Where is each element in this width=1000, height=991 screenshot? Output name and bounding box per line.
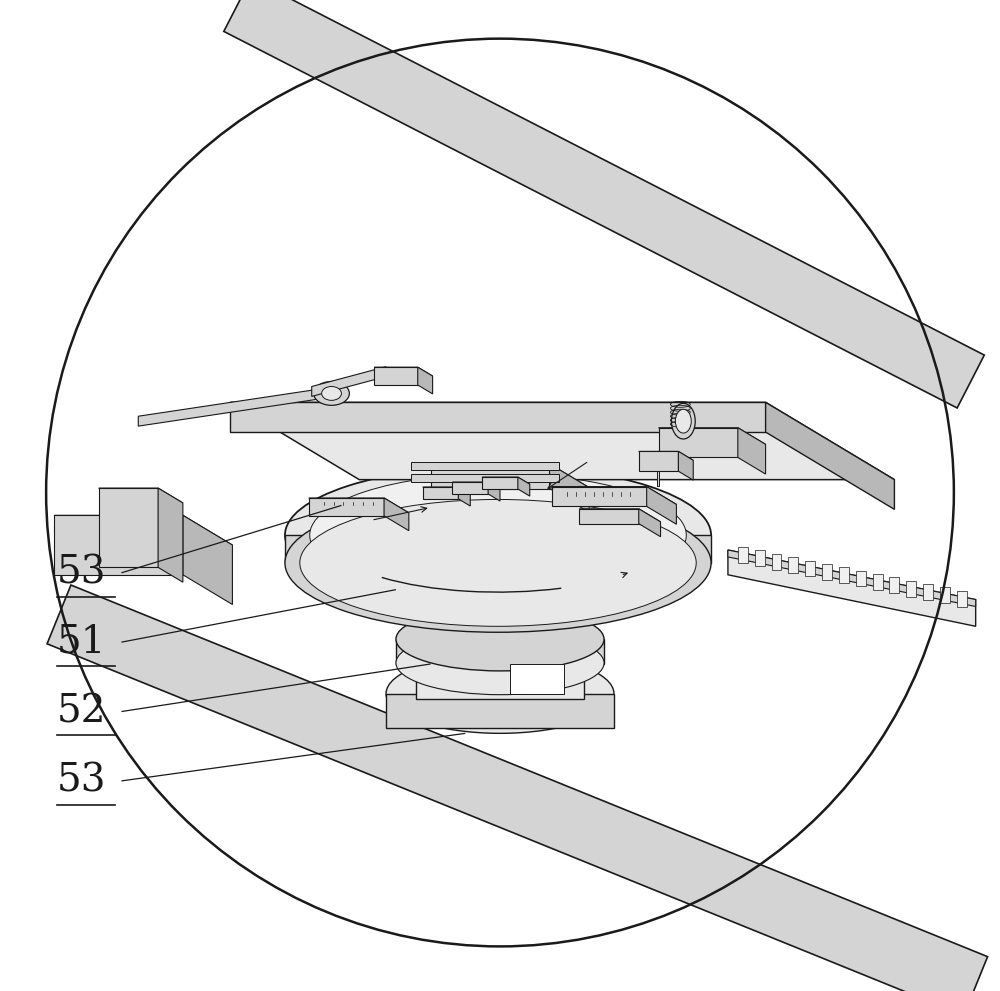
Polygon shape xyxy=(738,428,766,474)
Polygon shape xyxy=(766,402,894,509)
Bar xyxy=(510,664,564,694)
Bar xyxy=(856,571,866,587)
Bar xyxy=(788,557,798,573)
Polygon shape xyxy=(552,487,647,506)
Bar xyxy=(805,561,815,577)
Polygon shape xyxy=(659,428,738,458)
Ellipse shape xyxy=(396,607,604,671)
Polygon shape xyxy=(552,487,676,504)
Ellipse shape xyxy=(671,403,695,439)
Ellipse shape xyxy=(310,474,686,597)
Polygon shape xyxy=(386,694,614,728)
Bar xyxy=(755,550,765,566)
Polygon shape xyxy=(418,368,433,393)
Polygon shape xyxy=(452,482,500,490)
Bar xyxy=(957,591,967,606)
Polygon shape xyxy=(99,489,183,503)
Text: 52: 52 xyxy=(57,693,107,730)
Polygon shape xyxy=(54,515,232,545)
Polygon shape xyxy=(230,402,894,480)
Text: 53: 53 xyxy=(57,762,107,800)
Polygon shape xyxy=(230,402,766,432)
Polygon shape xyxy=(411,462,559,470)
Polygon shape xyxy=(396,639,604,664)
Polygon shape xyxy=(224,0,984,408)
Bar xyxy=(822,564,832,580)
Polygon shape xyxy=(309,497,409,513)
Polygon shape xyxy=(639,451,678,472)
Polygon shape xyxy=(374,368,418,385)
Ellipse shape xyxy=(285,466,711,605)
Polygon shape xyxy=(312,367,386,396)
Polygon shape xyxy=(579,508,661,522)
Polygon shape xyxy=(518,477,530,496)
Bar xyxy=(889,578,899,594)
Polygon shape xyxy=(728,550,976,606)
Bar xyxy=(873,574,883,590)
Polygon shape xyxy=(678,451,693,480)
Bar xyxy=(738,547,748,563)
Polygon shape xyxy=(309,497,384,515)
Polygon shape xyxy=(431,464,589,488)
Text: 51: 51 xyxy=(57,623,106,661)
Polygon shape xyxy=(99,489,158,567)
Bar xyxy=(906,581,916,597)
Polygon shape xyxy=(138,386,336,426)
Polygon shape xyxy=(452,482,488,494)
Ellipse shape xyxy=(386,654,614,733)
Polygon shape xyxy=(431,464,550,489)
Polygon shape xyxy=(728,550,976,626)
Polygon shape xyxy=(374,368,433,376)
Polygon shape xyxy=(482,477,518,489)
Polygon shape xyxy=(285,535,711,563)
Ellipse shape xyxy=(416,631,584,687)
Ellipse shape xyxy=(300,499,696,626)
Polygon shape xyxy=(423,487,458,498)
Ellipse shape xyxy=(396,631,604,695)
Polygon shape xyxy=(482,477,530,485)
Polygon shape xyxy=(54,515,183,575)
Polygon shape xyxy=(639,451,693,460)
Bar xyxy=(940,588,950,604)
Polygon shape xyxy=(579,508,639,523)
Polygon shape xyxy=(384,497,409,531)
Polygon shape xyxy=(458,487,470,506)
Polygon shape xyxy=(416,659,584,699)
Ellipse shape xyxy=(314,382,349,405)
Bar xyxy=(839,567,849,583)
Polygon shape xyxy=(47,585,988,991)
Polygon shape xyxy=(659,428,766,444)
Polygon shape xyxy=(411,474,559,482)
Polygon shape xyxy=(158,489,183,583)
Ellipse shape xyxy=(322,386,341,400)
Ellipse shape xyxy=(675,409,691,433)
Ellipse shape xyxy=(285,494,711,632)
Bar xyxy=(772,554,781,570)
Polygon shape xyxy=(639,508,661,537)
Polygon shape xyxy=(550,464,589,512)
Text: 53: 53 xyxy=(57,554,107,592)
Bar xyxy=(923,584,933,600)
Polygon shape xyxy=(183,515,232,605)
Polygon shape xyxy=(488,482,500,501)
Polygon shape xyxy=(657,471,659,486)
Polygon shape xyxy=(647,487,676,524)
Polygon shape xyxy=(423,487,470,495)
